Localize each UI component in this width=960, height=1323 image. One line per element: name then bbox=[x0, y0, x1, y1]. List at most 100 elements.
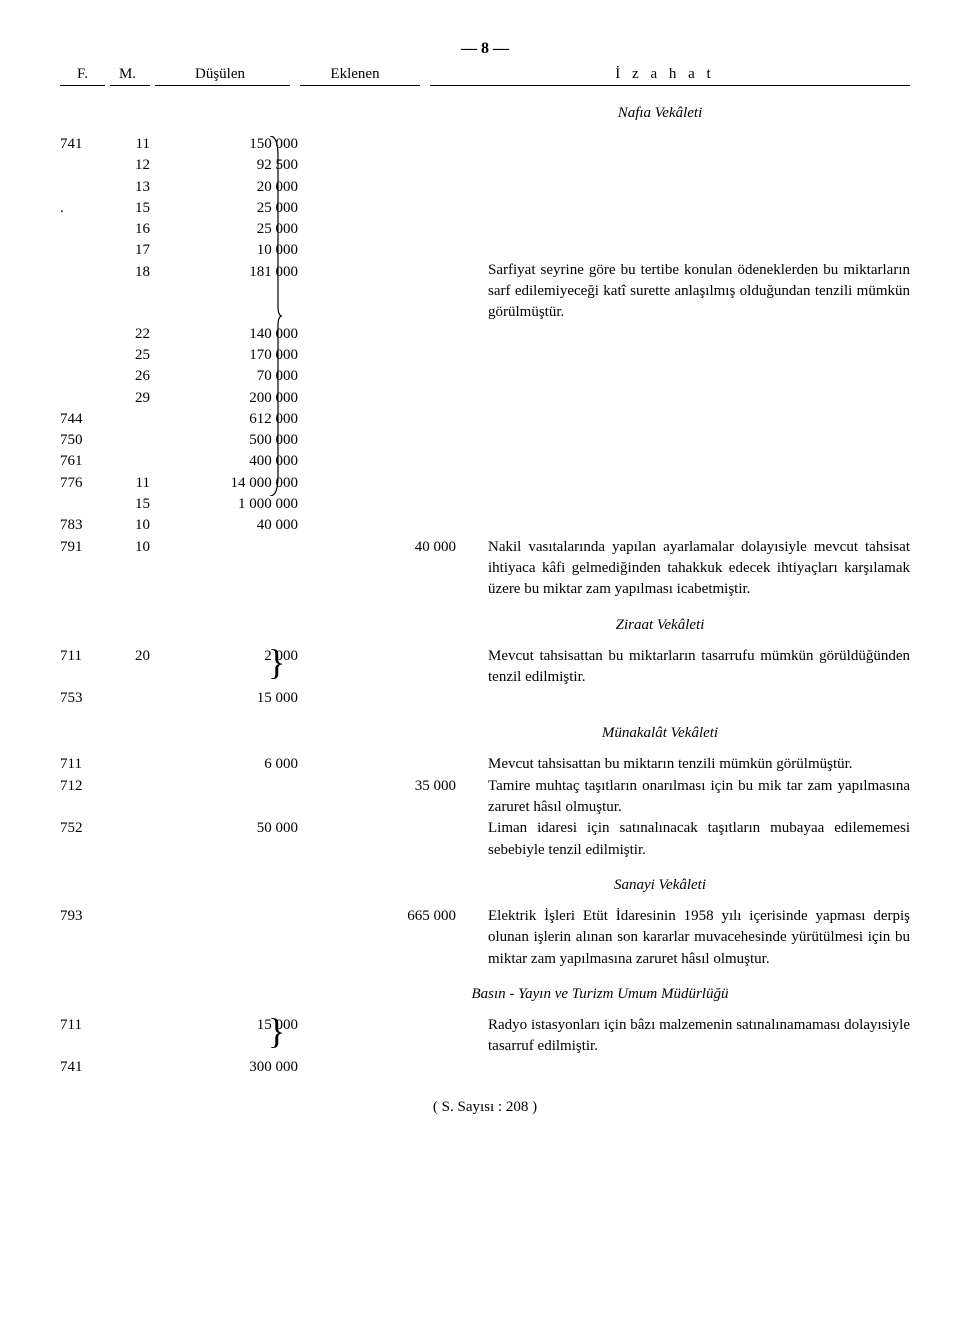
cell-iz: Mevcut tahsisattan bu miktarların tasarr… bbox=[484, 646, 910, 689]
cell-f: 761 bbox=[60, 451, 105, 472]
cell-e: 40 000 bbox=[326, 537, 484, 601]
column-headers: F. M. Düşülen Eklenen İ z a h a t bbox=[60, 66, 910, 83]
cell-f bbox=[60, 177, 105, 198]
cell-d: 170 000 bbox=[158, 345, 326, 366]
cell-d: 14 000 000 bbox=[158, 473, 326, 494]
cell-d: 92 500 bbox=[158, 155, 326, 176]
brace-icon bbox=[268, 136, 282, 496]
cell-d: 6 000 bbox=[158, 754, 326, 775]
cell-m: 10 bbox=[105, 537, 158, 601]
cell-d: 70 000 bbox=[158, 366, 326, 387]
cell-e: 35 000 bbox=[326, 776, 484, 819]
cell-m: 11 bbox=[105, 134, 158, 155]
cell-m: 10 bbox=[105, 515, 158, 536]
cell-m: 22 bbox=[105, 324, 158, 345]
cell-f bbox=[60, 155, 105, 176]
cell-m bbox=[105, 430, 158, 451]
header-dusulen: Düşülen bbox=[150, 66, 290, 83]
cell-f: 791 bbox=[60, 537, 105, 601]
nafia-paragraph: Sarfiyat seyrine göre bu tertibe konulan… bbox=[484, 260, 910, 324]
brace-icon: } bbox=[268, 644, 285, 680]
cell-d: 20 000 bbox=[158, 177, 326, 198]
page-footer: ( S. Sayısı : 208 ) bbox=[60, 1099, 910, 1116]
cell-f: 752 bbox=[60, 818, 105, 861]
cell-m: 16 bbox=[105, 219, 158, 240]
basin-block: 711 15 000 Radyo istasyonları için bâzı … bbox=[60, 1015, 910, 1079]
cell-f: 776 bbox=[60, 473, 105, 494]
cell-f: 741 bbox=[60, 134, 105, 155]
header-f: F. bbox=[60, 66, 105, 83]
cell-f: 793 bbox=[60, 906, 105, 970]
cell-f: . bbox=[60, 198, 105, 219]
header-eklenen: Eklenen bbox=[290, 66, 420, 83]
cell-f: 783 bbox=[60, 515, 105, 536]
cell-m: 15 bbox=[105, 198, 158, 219]
cell-iz: Mevcut tahsisattan bu miktarın tenzili m… bbox=[484, 754, 910, 775]
cell-d: 400 000 bbox=[158, 451, 326, 472]
cell-d: 10 000 bbox=[158, 240, 326, 261]
cell-m: 25 bbox=[105, 345, 158, 366]
table-row: 793 665 000 Elektrik İşleri Etüt İdaresi… bbox=[60, 906, 910, 970]
cell-d: 15 000 bbox=[158, 688, 326, 709]
cell-f: 741 bbox=[60, 1057, 105, 1078]
ziraat-block: 711 20 2 000 Mevcut tahsisattan bu mikta… bbox=[60, 646, 910, 710]
cell-d: 612 000 bbox=[158, 409, 326, 430]
section-title-munakalat: Münakalât Vekâleti bbox=[410, 725, 910, 742]
cell-f: 711 bbox=[60, 754, 105, 775]
cell-f: 744 bbox=[60, 409, 105, 430]
cell-iz: Nakil vasıtalarında yapılan ayarlamalar … bbox=[484, 537, 910, 601]
cell-iz: Tamire muhtaç taşıtların onarılması için… bbox=[484, 776, 910, 819]
cell-f bbox=[60, 324, 105, 345]
cell-m: 26 bbox=[105, 366, 158, 387]
table-row: 791 10 40 000 Nakil vasıtalarında yapıla… bbox=[60, 537, 910, 601]
cell-m: 11 bbox=[105, 473, 158, 494]
section-title-ziraat: Ziraat Vekâleti bbox=[410, 617, 910, 634]
cell-d: 50 000 bbox=[158, 818, 326, 861]
nafia-block: 74111150 000 1292 500 1320 000 .1525 000… bbox=[60, 134, 910, 537]
cell-m: 17 bbox=[105, 240, 158, 261]
cell-d: 500 000 bbox=[158, 430, 326, 451]
cell-d: 2 000 bbox=[158, 646, 326, 689]
section-title-basin: Basın - Yayın ve Turizm Umum Müdürlüğü bbox=[290, 986, 910, 1003]
cell-d: 15 000 bbox=[158, 1015, 326, 1058]
cell-f: 753 bbox=[60, 688, 105, 709]
cell-m bbox=[105, 451, 158, 472]
cell-d: 300 000 bbox=[158, 1057, 326, 1078]
cell-d: 25 000 bbox=[158, 198, 326, 219]
cell-f: 750 bbox=[60, 430, 105, 451]
header-rules bbox=[60, 85, 910, 87]
cell-f bbox=[60, 388, 105, 409]
header-izahat: İ z a h a t bbox=[420, 66, 910, 83]
cell-iz: Elektrik İşleri Etüt İdaresinin 1958 yıl… bbox=[484, 906, 910, 970]
cell-d: 200 000 bbox=[158, 388, 326, 409]
cell-d: 1 000 000 bbox=[158, 494, 326, 515]
cell-m: 15 bbox=[105, 494, 158, 515]
cell-iz: Radyo istasyonları için bâzı malzemenin … bbox=[484, 1015, 910, 1058]
cell-f bbox=[60, 262, 105, 324]
brace-icon: } bbox=[268, 1013, 285, 1049]
cell-iz: Liman idaresi için satınalınacak taşıtla… bbox=[484, 818, 910, 861]
cell-d: 40 000 bbox=[158, 515, 326, 536]
cell-d: 150 000 bbox=[158, 134, 326, 155]
table-row: 712 35 000 Tamire muhtaç taşıtların onar… bbox=[60, 776, 910, 819]
cell-d: 140 000 bbox=[158, 324, 326, 345]
cell-f bbox=[60, 366, 105, 387]
table-row: 711 6 000 Mevcut tahsisattan bu miktarın… bbox=[60, 754, 910, 775]
section-title-sanayi: Sanayi Vekâleti bbox=[410, 877, 910, 894]
cell-f: 711 bbox=[60, 1015, 105, 1058]
cell-f: 711 bbox=[60, 646, 105, 689]
cell-e: 665 000 bbox=[326, 906, 484, 970]
cell-f: 712 bbox=[60, 776, 105, 819]
cell-m: 29 bbox=[105, 388, 158, 409]
cell-m: 18 bbox=[105, 262, 158, 324]
cell-m: 12 bbox=[105, 155, 158, 176]
cell-f bbox=[60, 494, 105, 515]
cell-f bbox=[60, 219, 105, 240]
cell-m bbox=[105, 409, 158, 430]
cell-f bbox=[60, 240, 105, 261]
page-number: — 8 — bbox=[60, 40, 910, 58]
section-title-nafia: Nafıa Vekâleti bbox=[410, 105, 910, 122]
header-m: M. bbox=[105, 66, 150, 83]
cell-f bbox=[60, 345, 105, 366]
cell-m: 13 bbox=[105, 177, 158, 198]
